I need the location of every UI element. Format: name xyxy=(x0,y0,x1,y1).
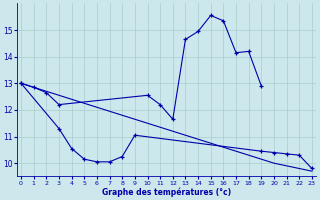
X-axis label: Graphe des températures (°c): Graphe des températures (°c) xyxy=(102,187,231,197)
